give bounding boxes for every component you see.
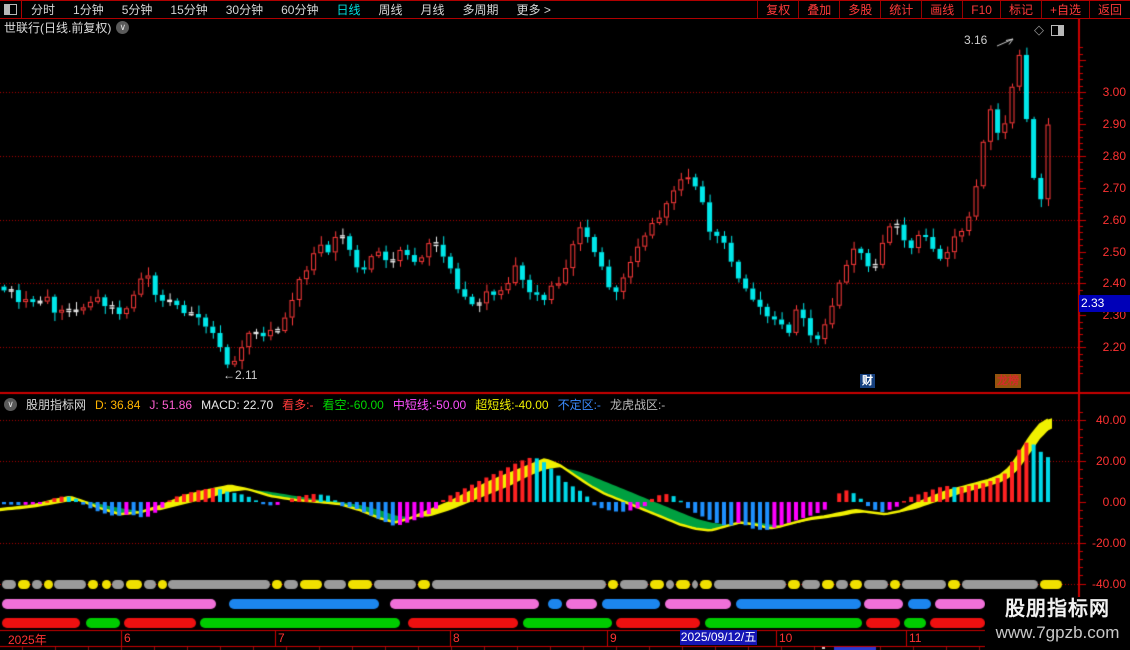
period-tab-日线[interactable]: 日线 bbox=[336, 3, 361, 17]
period-tab-1分钟[interactable]: 1分钟 bbox=[73, 3, 104, 17]
action-toolbar: 复权 叠加 多股 统计 画线 F10 标记 +自选 返回 bbox=[757, 1, 1130, 18]
period-tab-5分钟[interactable]: 5分钟 bbox=[121, 3, 153, 17]
action-复权[interactable]: 复权 bbox=[757, 1, 798, 18]
action-叠加[interactable]: 叠加 bbox=[798, 1, 839, 18]
last-price-tag: 2.33 bbox=[1079, 294, 1130, 312]
price-axis-label-2.60: 2.60 bbox=[1102, 212, 1126, 227]
indicator-value-7: 超短线:-40.00 bbox=[475, 398, 549, 412]
action-F10[interactable]: F10 bbox=[962, 1, 1000, 18]
indicator-value-1: D: 36.84 bbox=[95, 397, 141, 412]
indicator-value-9: 龙虎战区:- bbox=[609, 398, 666, 412]
indicator-header: ∨ 股朋指标网 D: 36.84 J: 51.86 MACD: 22.70 看多:- 看空… bbox=[4, 396, 665, 413]
month-label-9: 9 bbox=[610, 631, 617, 645]
indicator-value-6: 中短线:-50.00 bbox=[392, 398, 467, 412]
event-badge-1[interactable]: 龙榜 bbox=[995, 374, 1021, 388]
chart-corner-tools: ◇ bbox=[1034, 22, 1064, 38]
indicator-value-5: 看空:-60.00 bbox=[322, 398, 384, 412]
price-axis-label-2.20: 2.20 bbox=[1102, 340, 1126, 355]
year-label: 2025年 bbox=[8, 633, 47, 647]
price-axis-label-2.30: 2.30 bbox=[1102, 308, 1126, 323]
month-label-7: 7 bbox=[278, 631, 285, 645]
indicator-value-0: 股朋指标网 bbox=[26, 398, 87, 412]
title-dropdown-icon[interactable]: ∨ bbox=[116, 21, 130, 34]
action-画线[interactable]: 画线 bbox=[921, 1, 962, 18]
month-label-10: 10 bbox=[779, 631, 793, 645]
period-tab-15分钟[interactable]: 15分钟 bbox=[170, 3, 208, 17]
period-toolbar: 分时 1分钟 5分钟 15分钟 30分钟 60分钟 日线 周线 月线 多周期 更多 > 复权 叠加 多股… bbox=[0, 0, 1130, 19]
indicator-axis-label-20.00: 20.00 bbox=[1095, 454, 1126, 469]
title-bar: 世联行(日线.前复权) ∨ bbox=[4, 19, 130, 36]
price-axis-label-2.80: 2.80 bbox=[1102, 148, 1126, 163]
indicator-value-3: MACD: 22.70 bbox=[201, 397, 274, 412]
price-axis-label-2.70: 2.70 bbox=[1102, 180, 1126, 195]
period-tab-30分钟[interactable]: 30分钟 bbox=[225, 3, 264, 17]
month-label-11: 11 bbox=[909, 631, 922, 645]
action-标记[interactable]: 标记 bbox=[999, 1, 1041, 18]
price-axis-label-2.40: 2.40 bbox=[1102, 276, 1126, 291]
indicator-axis-label--20.00: -20.00 bbox=[1091, 535, 1126, 550]
event-badge-0[interactable]: 财 bbox=[860, 374, 875, 388]
period-tab-60分钟[interactable]: 60分钟 bbox=[281, 3, 319, 17]
selected-date-label[interactable]: 2025/09/12/五 bbox=[680, 630, 757, 645]
period-tab-周线[interactable]: 周线 bbox=[378, 3, 403, 17]
low-price-annotation: ←2.11 bbox=[223, 368, 258, 382]
indicator-axis-label-0.00: 0.00 bbox=[1102, 495, 1126, 509]
pane-layout-icon[interactable] bbox=[1051, 24, 1064, 36]
indicator-value-4: 看多:- bbox=[282, 398, 314, 412]
watermark-site-name: 股朋指标网 bbox=[1005, 598, 1110, 620]
diamond-marker-icon[interactable]: ◇ bbox=[1034, 22, 1044, 37]
price-axis-label-2.90: 2.90 bbox=[1102, 116, 1126, 131]
watermark-url: www.7gpzb.com bbox=[995, 623, 1120, 642]
indicator-axis-label--40.00: -40.00 bbox=[1091, 576, 1126, 591]
period-tab-更多 >[interactable]: 更多 > bbox=[516, 3, 551, 17]
action-+自选[interactable]: +自选 bbox=[1040, 1, 1089, 18]
high-price-annotation: 3.16 bbox=[964, 33, 988, 47]
indicator-value-8: 不定区:- bbox=[557, 398, 601, 412]
price-axis-label-3.00: 3.00 bbox=[1102, 85, 1126, 99]
indicator-axis-label-40.00: 40.00 bbox=[1095, 413, 1126, 428]
chart-title[interactable]: 世联行(日线.前复权) bbox=[4, 21, 112, 35]
period-tabs: 分时 1分钟 5分钟 15分钟 30分钟 60分钟 日线 周线 月线 多周期 更多 > bbox=[22, 1, 560, 18]
split-screen-icon bbox=[4, 4, 17, 15]
action-多股[interactable]: 多股 bbox=[839, 1, 880, 18]
action-统计[interactable]: 统计 bbox=[880, 1, 921, 18]
watermark: 股朋指标网 www.7gpzb.com bbox=[985, 597, 1130, 650]
layout-toggle-cell[interactable] bbox=[0, 1, 22, 18]
indicator-value-2: J: 51.86 bbox=[149, 397, 193, 412]
action-返回[interactable]: 返回 bbox=[1088, 1, 1130, 18]
indicator-collapse-icon[interactable]: ∨ bbox=[4, 398, 17, 411]
month-label-6: 6 bbox=[124, 631, 131, 645]
period-tab-分时[interactable]: 分时 bbox=[31, 3, 56, 17]
period-tab-月线[interactable]: 月线 bbox=[420, 3, 445, 17]
price-axis-label-2.50: 2.50 bbox=[1102, 244, 1126, 259]
period-tab-多周期[interactable]: 多周期 bbox=[462, 3, 499, 17]
month-label-8: 8 bbox=[453, 631, 460, 645]
